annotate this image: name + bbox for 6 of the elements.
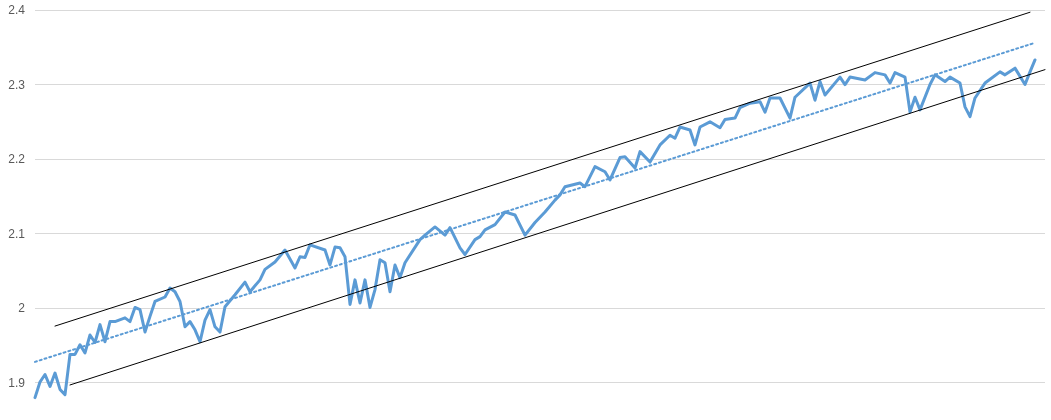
y-tick-label: 1.9 bbox=[8, 375, 26, 390]
y-tick-label: 2.3 bbox=[8, 77, 26, 92]
y-tick-label: 2 bbox=[18, 301, 26, 316]
y-tick-label: 2.1 bbox=[8, 226, 26, 241]
y-tick-label: 2.4 bbox=[8, 3, 26, 17]
y-tick-label: 2.2 bbox=[8, 152, 26, 167]
